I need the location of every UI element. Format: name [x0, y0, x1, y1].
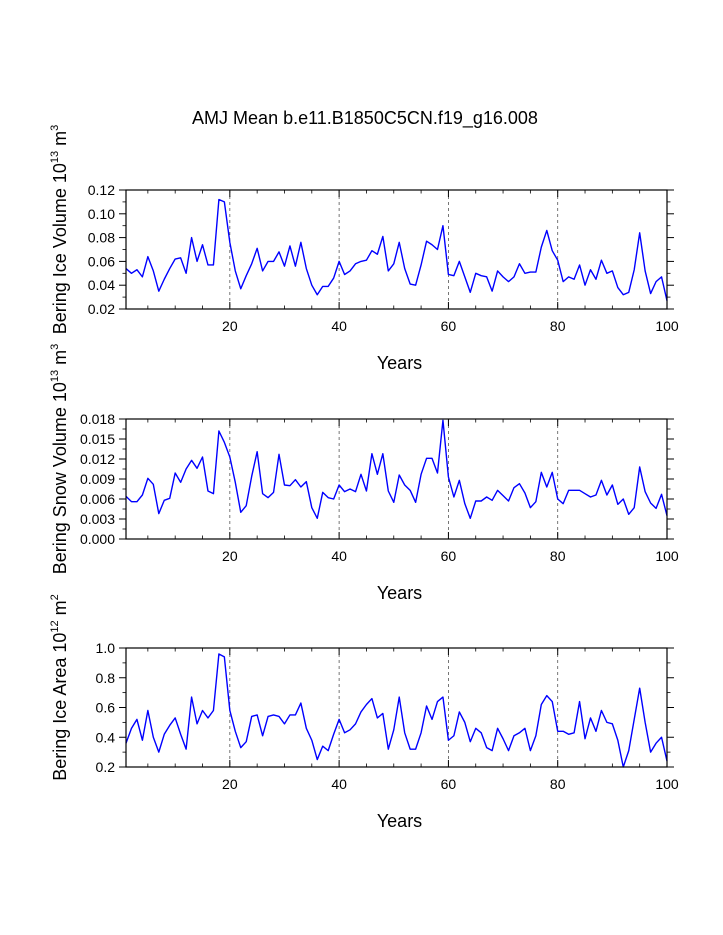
x-tick-label: 40 [331, 548, 347, 564]
x-tick-label: 100 [655, 318, 679, 334]
series-line [125, 198, 668, 301]
y-tick-label: 0.02 [88, 301, 115, 317]
y-tick-label: 0.06 [88, 253, 115, 269]
y-tick-label: 0.018 [80, 411, 115, 427]
y-tick-label: 0.2 [96, 759, 116, 775]
y-tick-label: 0.08 [88, 230, 115, 246]
panel-3: 20 40 60 80 100 0.2 0.4 0.6 0.8 1.0 Years Bering Ic… [49, 594, 679, 831]
y-axis-label-text: Bering Snow Volume 10 [50, 382, 70, 574]
series-line [125, 653, 668, 768]
y-axis-label-text: Bering Ice Area 10 [50, 633, 70, 781]
y-tick-label: 0.12 [88, 182, 115, 198]
x-tick-label: 20 [222, 776, 238, 792]
y-tick-label: 1.0 [96, 640, 116, 656]
y-tick-label: 0.003 [80, 511, 115, 527]
panel-1: 20 40 60 80 100 0.02 0.04 0.06 0.08 0.10 0.12 Years… [49, 125, 679, 373]
x-tick-label: 20 [222, 548, 238, 564]
y-axis-label: Bering Ice Volume 1013 m3 [49, 125, 70, 334]
y-axis-label-superscript: 3 [49, 344, 61, 350]
y-axis-label-text: m [50, 350, 70, 370]
y-axis-label-superscript: 3 [49, 125, 61, 131]
x-tick-label: 80 [550, 776, 566, 792]
panel-2: 20 40 60 80 100 0.000 0.003 0.006 0.009 0.012 0.01… [49, 344, 679, 603]
figure-title: AMJ Mean b.e11.B1850C5CN.f19_g16.008 [192, 108, 538, 129]
y-axis-label-text: m [50, 131, 70, 151]
y-axis-label: Bering Snow Volume 1013 m3 [49, 344, 70, 575]
x-tick-label: 100 [655, 548, 679, 564]
x-tick-label: 60 [441, 548, 457, 564]
y-tick-label: 0.000 [80, 531, 115, 547]
y-axis-label-text: m [50, 600, 70, 620]
series-line [125, 419, 668, 520]
y-tick-label: 0.4 [96, 729, 116, 745]
x-tick-label: 40 [331, 318, 347, 334]
panels: 20 40 60 80 100 0.02 0.04 0.06 0.08 0.10 0.12 Years… [49, 125, 679, 831]
x-tick-label: 20 [222, 318, 238, 334]
y-axis-label-superscript: 12 [49, 620, 61, 632]
x-tick-label: 40 [331, 776, 347, 792]
x-tick-label: 100 [655, 776, 679, 792]
y-tick-label: 0.009 [80, 471, 115, 487]
x-axis-label: Years [377, 353, 422, 373]
x-axis-label: Years [377, 583, 422, 603]
x-tick-label: 60 [441, 776, 457, 792]
y-tick-label: 0.015 [80, 431, 115, 447]
x-tick-label: 80 [550, 548, 566, 564]
y-tick-label: 0.006 [80, 491, 115, 507]
y-tick-label: 0.04 [88, 277, 115, 293]
y-axis-label-superscript: 13 [49, 151, 61, 163]
y-axis-label-text: Bering Ice Volume 10 [50, 163, 70, 334]
x-tick-label: 60 [441, 318, 457, 334]
y-tick-label: 0.10 [88, 206, 115, 222]
x-axis-label: Years [377, 811, 422, 831]
y-tick-label: 0.012 [80, 451, 115, 467]
y-tick-label: 0.8 [96, 670, 116, 686]
y-axis-label: Bering Ice Area 1012 m2 [49, 594, 70, 780]
x-tick-label: 80 [550, 318, 566, 334]
y-tick-label: 0.6 [96, 700, 116, 716]
y-axis-label-superscript: 2 [49, 594, 61, 600]
y-axis-label-superscript: 13 [49, 370, 61, 382]
